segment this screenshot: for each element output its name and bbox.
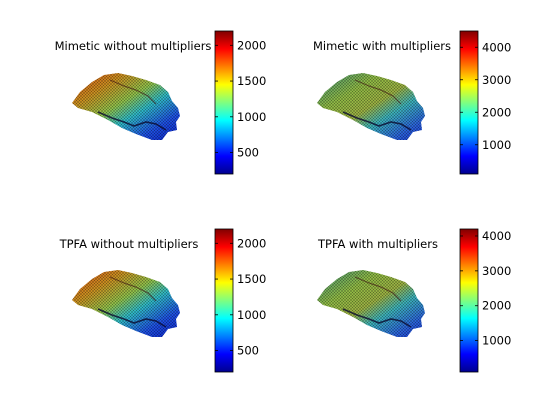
colorbar-tick-label: 1500 [237,74,266,88]
colorbar [459,30,479,175]
surface-plot [72,270,180,337]
colorbar-tick-label: 2000 [237,236,266,250]
colorbar-tick-label: 2000 [237,38,266,52]
colorbar [459,228,479,373]
subplot-3: TPFA without multipliers 500 1000 1500 2000 [59,228,266,373]
surface-plot [317,73,425,140]
subplot-title: Mimetic without multipliers [55,39,212,53]
colorbar [214,228,234,373]
colorbar-tick-label: 2000 [482,105,511,119]
subplot-4: TPFA with multipliers 1000 2000 3000 4000 [317,228,511,373]
colorbar-tick-label: 500 [237,146,259,160]
subplot-title: TPFA with multipliers [317,237,438,251]
surface-plot [72,73,180,140]
colorbar-tick-label: 1000 [482,138,511,152]
colorbar-tick-label: 4000 [482,40,511,54]
colorbar-tick-label: 500 [237,344,259,358]
subplot-title: TPFA without multipliers [59,237,199,251]
surface-plot [317,270,425,337]
subplot-1: Mimetic without multipliers 500 1000 1500 20… [55,30,266,175]
colorbar-tick-label: 1000 [482,334,511,348]
colorbar-tick-label: 2000 [482,299,511,313]
subplot-title: Mimetic with multipliers [313,39,451,53]
colorbar [214,30,234,175]
colorbar-tick-label: 3000 [482,73,511,87]
colorbar-tick-label: 1000 [237,308,266,322]
colorbar-tick-label: 4000 [482,229,511,243]
colorbar-tick-label: 3000 [482,264,511,278]
colorbar-tick-label: 1000 [237,110,266,124]
subplot-2: Mimetic with multipliers 1000 2000 3000 4000 [313,30,511,175]
colorbar-tick-label: 1500 [237,272,266,286]
